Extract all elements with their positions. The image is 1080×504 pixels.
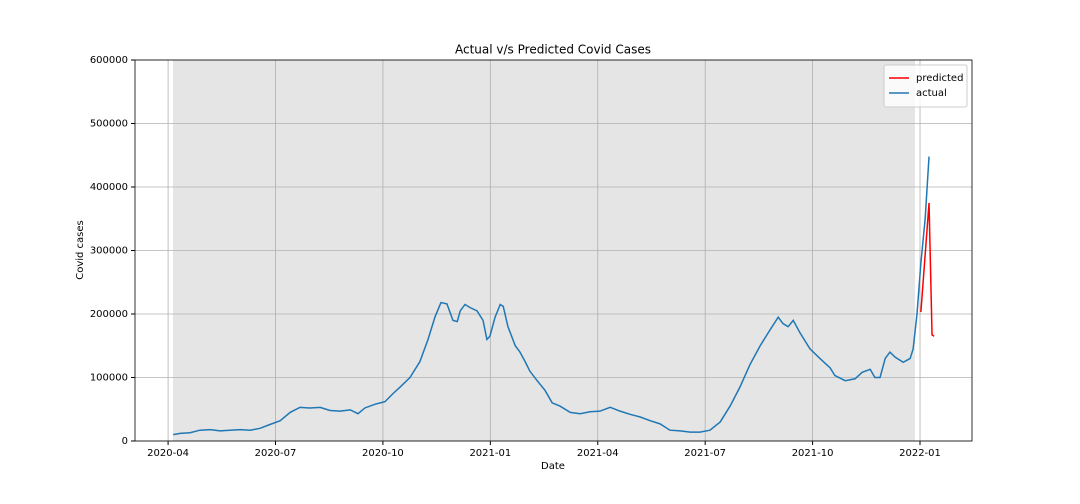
y-tick-label: 0 xyxy=(122,436,128,447)
x-tick-label: 2020-04 xyxy=(147,448,189,459)
x-tick-label: 2021-01 xyxy=(469,448,511,459)
legend-box xyxy=(883,64,968,108)
y-tick-label: 200000 xyxy=(90,309,128,320)
x-axis-label: Date xyxy=(541,461,565,472)
y-tick-label: 600000 xyxy=(90,55,128,66)
chart-title: Actual v/s Predicted Covid Cases xyxy=(455,43,651,57)
legend-label: actual xyxy=(916,88,947,99)
y-tick-label: 300000 xyxy=(90,246,128,257)
x-tick-label: 2020-10 xyxy=(362,448,404,459)
x-tick-label: 2022-01 xyxy=(899,448,941,459)
y-tick-label: 500000 xyxy=(90,119,128,130)
y-tick-label: 100000 xyxy=(90,373,128,384)
plot-frame xyxy=(134,59,973,442)
series-line xyxy=(920,202,935,337)
x-tick-label: 2021-04 xyxy=(577,448,619,459)
y-tick-label: 400000 xyxy=(90,182,128,193)
legend-label: predicted xyxy=(916,73,963,84)
x-tick-label: 2020-07 xyxy=(255,448,297,459)
x-tick-label: 2021-07 xyxy=(684,448,726,459)
y-axis-label: Covid cases xyxy=(75,220,86,280)
x-tick-label: 2021-10 xyxy=(792,448,834,459)
series-line xyxy=(173,156,930,436)
